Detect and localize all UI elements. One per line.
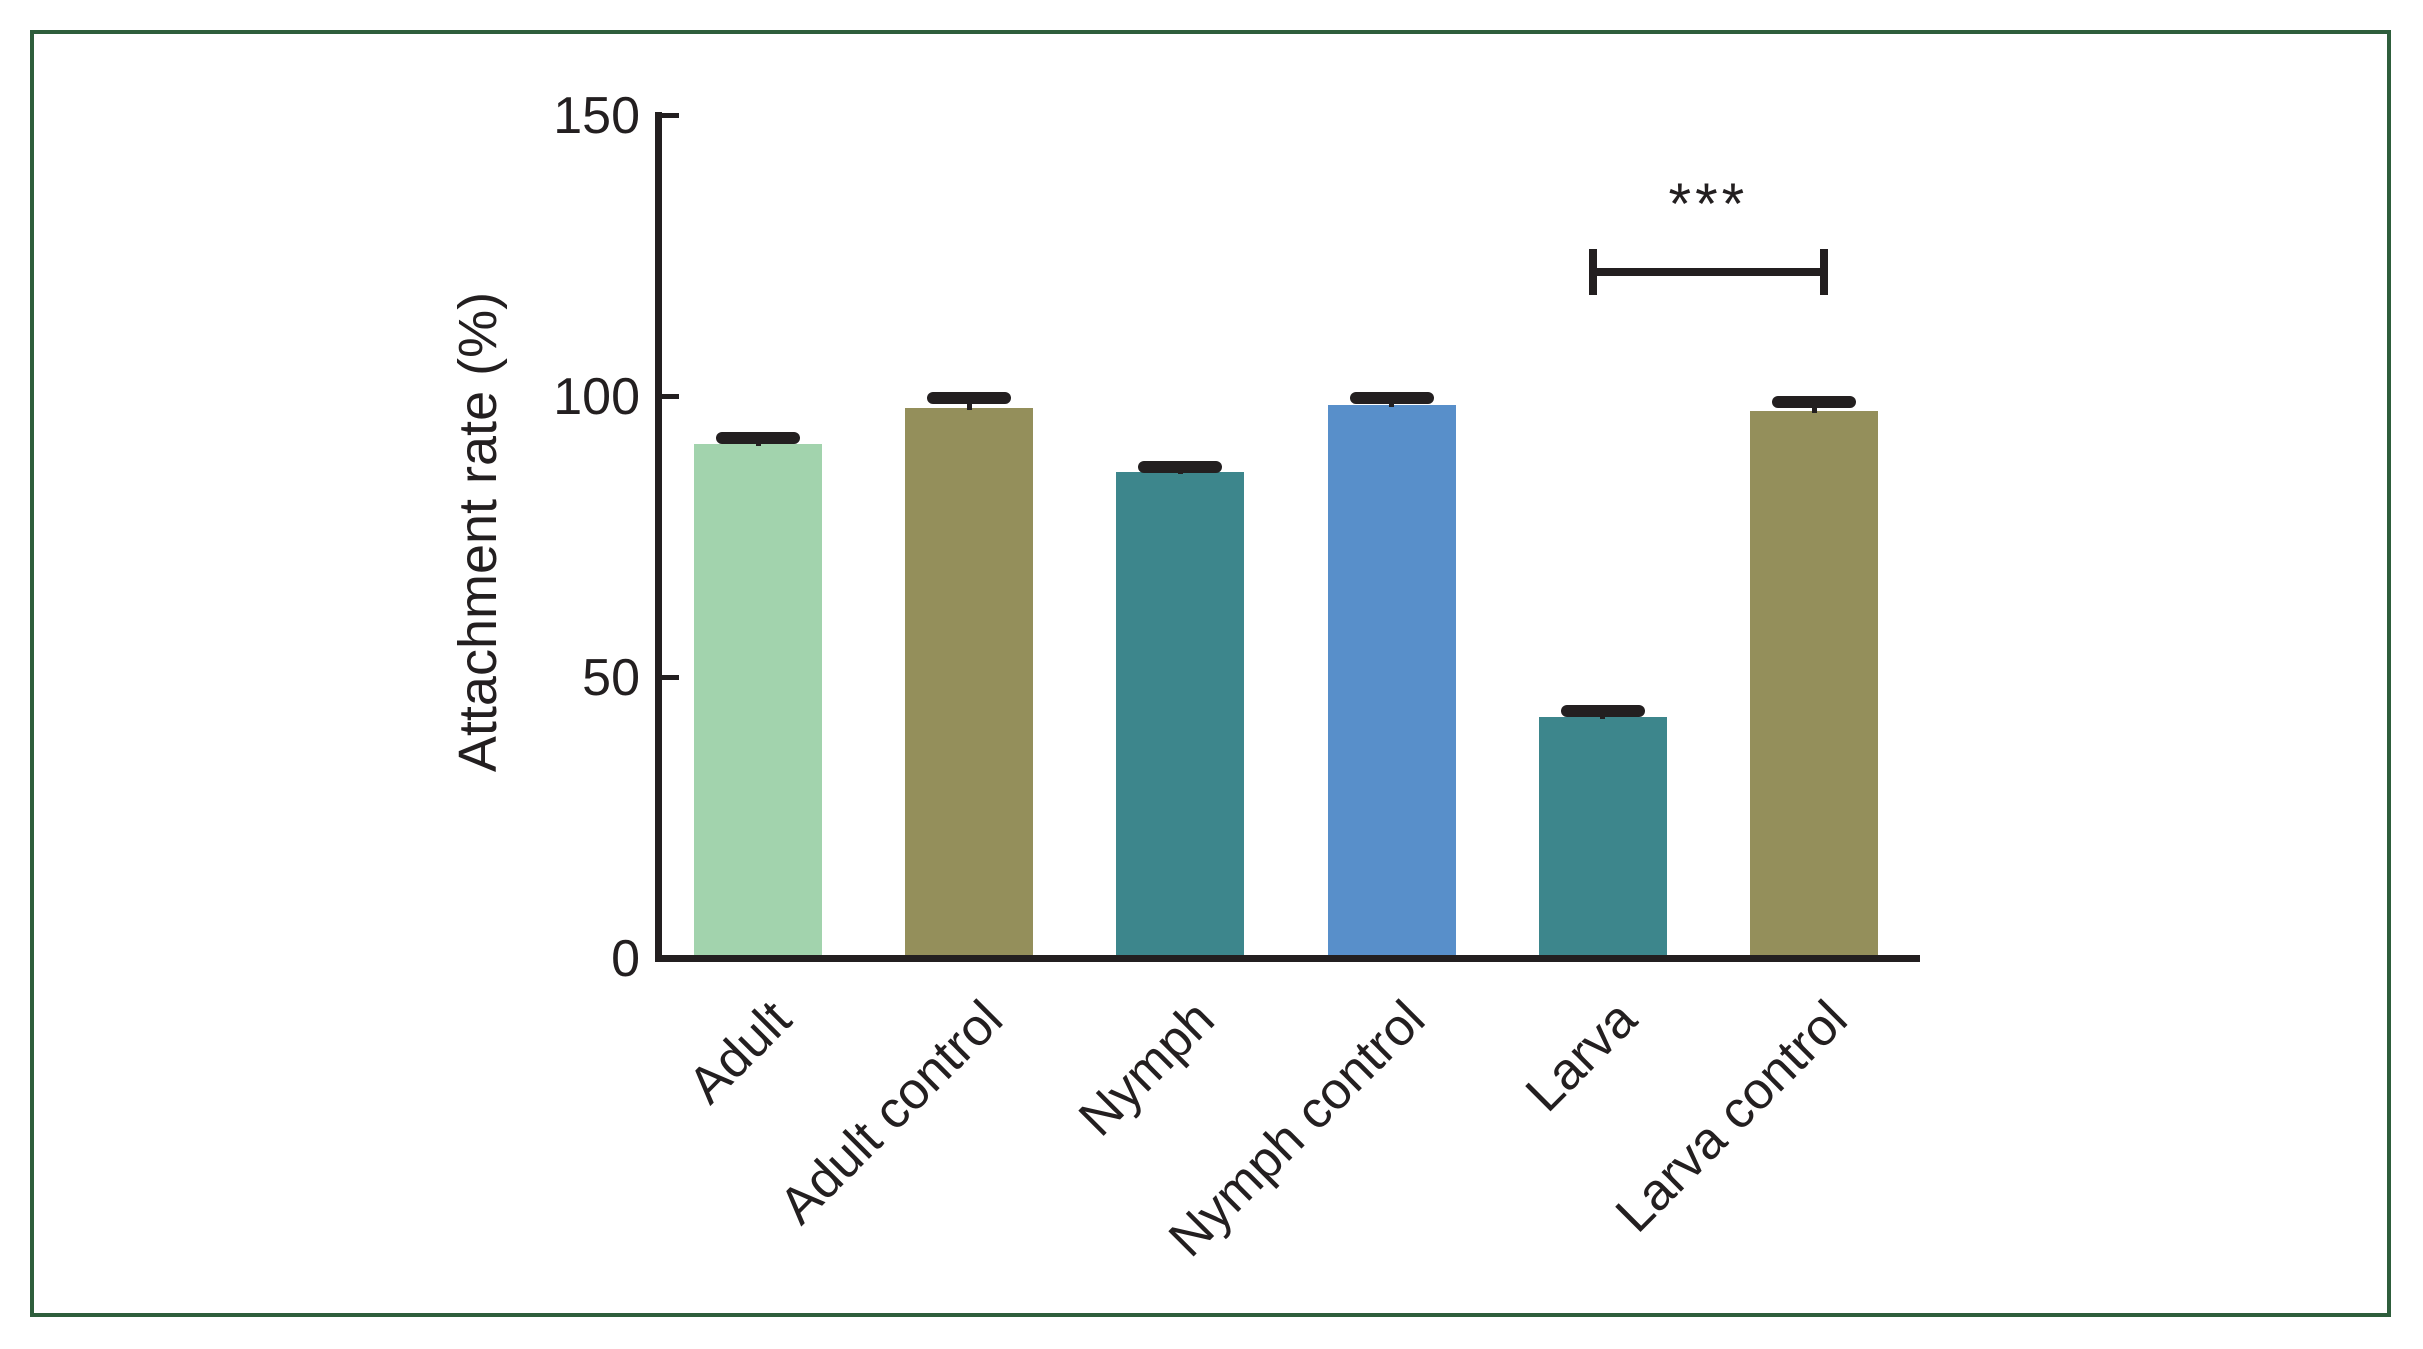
- y-tick-label-150: 150: [553, 86, 640, 145]
- bar-larva-control: [1750, 410, 1878, 955]
- figure-border: [30, 30, 2391, 1317]
- y-tick-mark-50: [662, 675, 679, 680]
- x-axis-line: [655, 955, 1920, 962]
- y-tick-mark-100: [662, 394, 679, 399]
- y-axis-line: [655, 112, 662, 962]
- bar-adult: [694, 444, 822, 955]
- y-tick-label-50: 50: [582, 648, 640, 707]
- bar-larva: [1538, 716, 1667, 955]
- errorbar-cap-nymph-control: [1349, 391, 1434, 404]
- y-tick-label-100: 100: [553, 367, 640, 426]
- y-tick-label-0: 0: [611, 929, 640, 988]
- errorbar-cap-larva: [1560, 704, 1645, 717]
- significance-bracket-line: [1588, 268, 1828, 276]
- errorbar-cap-larva-control: [1772, 395, 1856, 408]
- bar-adult-control: [905, 407, 1034, 955]
- errorbar-cap-adult: [716, 431, 800, 444]
- y-tick-mark-150: [662, 113, 679, 118]
- bar-nymph: [1116, 472, 1245, 955]
- significance-bracket-left-cap: [1588, 249, 1597, 295]
- errorbar-cap-nymph: [1138, 460, 1223, 473]
- y-axis-title: Attachment rate (%): [448, 291, 508, 773]
- significance-stars: ***: [1668, 172, 1749, 237]
- errorbar-cap-adult-control: [927, 392, 1012, 405]
- bar-nymph-control: [1327, 404, 1456, 955]
- significance-bracket-right-cap: [1820, 249, 1828, 295]
